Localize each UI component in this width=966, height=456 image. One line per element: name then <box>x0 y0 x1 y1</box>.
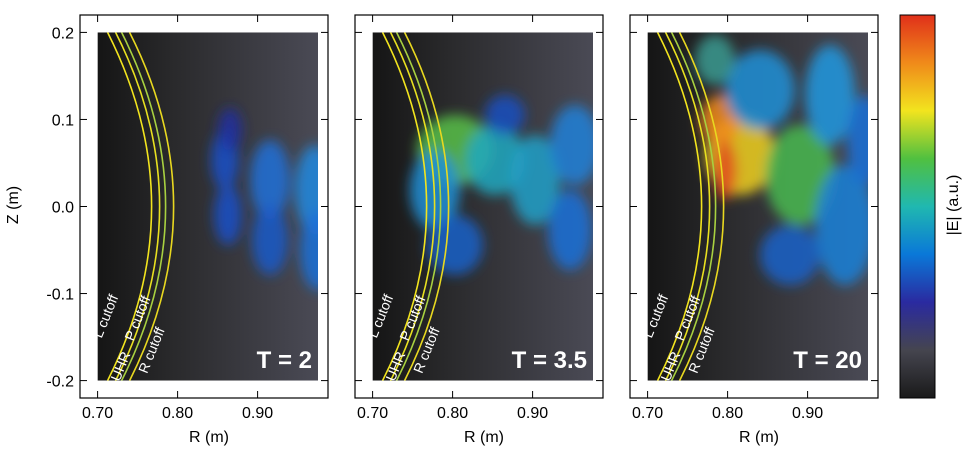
field-blob <box>218 108 242 152</box>
cutoff-curve <box>403 32 450 381</box>
cutoff-curve <box>670 32 717 381</box>
field-blobs <box>410 95 593 275</box>
field-blob <box>214 185 242 245</box>
y-tick-label: 0.1 <box>52 112 74 129</box>
cutoff-curve <box>106 32 153 381</box>
cutoff-curve <box>120 32 167 381</box>
cutoff-curve <box>656 32 703 381</box>
y-tick-label: -0.2 <box>46 374 74 391</box>
field-blob <box>847 95 868 185</box>
field-blobs <box>211 108 318 290</box>
cutoff-curve <box>395 32 442 381</box>
field <box>372 32 593 381</box>
colorbar <box>899 14 936 399</box>
field-blob <box>548 190 592 270</box>
field-blob <box>725 50 795 130</box>
field-blob <box>760 225 820 285</box>
field-blob <box>815 165 868 285</box>
x-tick-label: 0.90 <box>517 405 548 422</box>
x-tick-label: 0.80 <box>712 405 743 422</box>
field-blob <box>510 135 560 225</box>
x-tick-label: 0.70 <box>82 405 113 422</box>
panel-title: T = 20 <box>793 347 862 374</box>
x-axis-label: R (m) <box>189 429 229 446</box>
x-tick-label: 0.70 <box>632 405 663 422</box>
field-blob <box>485 95 525 135</box>
cutoff-curve <box>128 32 175 381</box>
x-tick-label: 0.70 <box>357 405 388 422</box>
field-blob <box>465 125 525 195</box>
panel-title: T = 2 <box>257 347 312 374</box>
x-tick-label: 0.80 <box>437 405 468 422</box>
cutoff-curve <box>678 32 725 381</box>
field-blob <box>252 205 288 275</box>
y-tick-label: 0.2 <box>52 25 74 42</box>
field-blob <box>713 140 737 200</box>
cutoff-curve <box>389 32 436 381</box>
field <box>97 32 318 381</box>
cutoff-curve <box>664 32 711 381</box>
field-blobs <box>695 35 868 285</box>
y-tick-label: -0.1 <box>46 287 74 304</box>
y-axis-label: Z (m) <box>5 186 22 224</box>
field-blob <box>805 45 855 145</box>
cutoff-curve <box>114 32 161 381</box>
x-tick-label: 0.90 <box>242 405 273 422</box>
cutoff-curve <box>381 32 428 381</box>
x-tick-label: 0.90 <box>792 405 823 422</box>
y-tick-label: 0.0 <box>52 200 74 217</box>
field-blob <box>250 140 290 220</box>
field-blob <box>695 35 735 85</box>
field-blob <box>427 215 483 275</box>
colorbar-label: |E| (a.u.) <box>945 175 962 236</box>
panel-title: T = 3.5 <box>512 347 587 374</box>
x-axis-label: R (m) <box>739 429 779 446</box>
x-tick-label: 0.80 <box>162 405 193 422</box>
field-blob <box>300 210 318 290</box>
field-blob <box>550 105 593 185</box>
x-axis-label: R (m) <box>464 429 504 446</box>
field-blob <box>765 125 835 225</box>
field <box>647 32 868 381</box>
